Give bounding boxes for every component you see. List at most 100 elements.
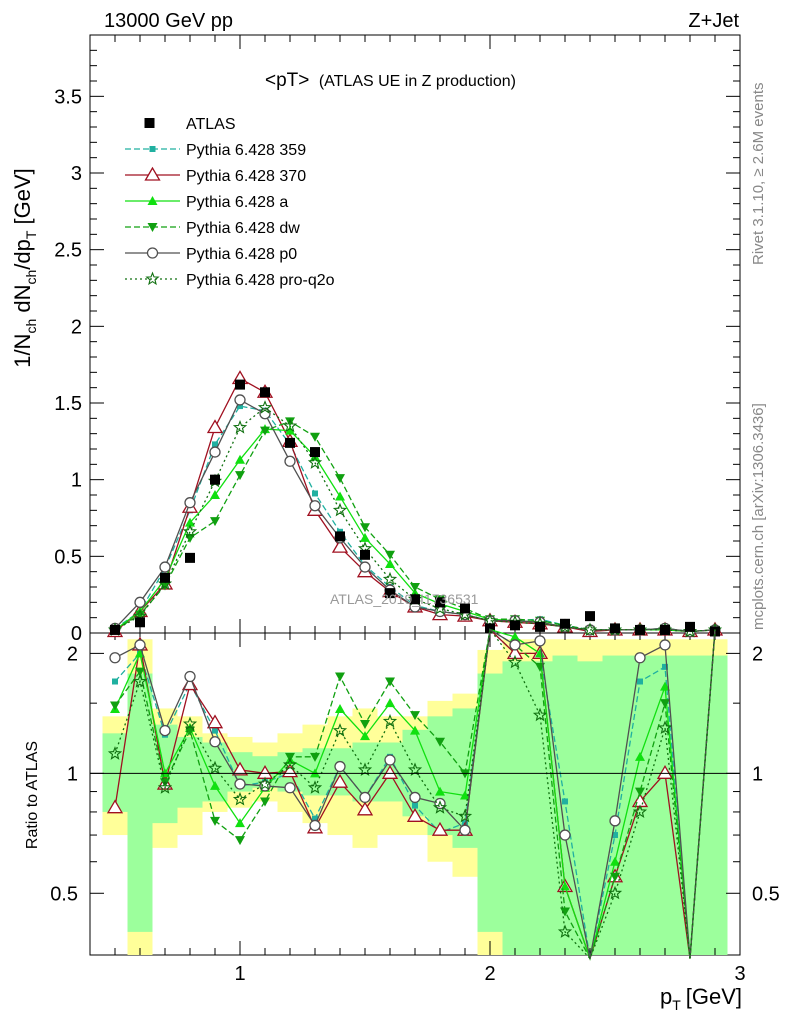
band-inner-bin: [677, 655, 703, 955]
marker-circle: [284, 782, 296, 794]
marker-star: [557, 924, 573, 938]
band-inner-bin: [427, 716, 453, 836]
marker-square: [235, 379, 245, 390]
marker-star: [432, 800, 448, 814]
marker-circle: [159, 561, 171, 573]
marker-star: [407, 762, 423, 777]
marker-star: [332, 502, 348, 517]
main-ytick-label: 0.5: [54, 546, 82, 568]
marker-square: [485, 623, 495, 634]
marker-triangle: [106, 799, 124, 814]
marker-triangle-up: [435, 786, 445, 796]
legend: ATLAS Pythia 6.428 359 Pythia 6.428 370 Pyt…: [125, 116, 335, 289]
marker-triangle-up: [335, 704, 345, 714]
marker-star: [657, 720, 673, 735]
main-series-group: [106, 370, 724, 638]
marker-triangle-up: [360, 532, 370, 542]
marker-square: [562, 798, 568, 805]
marker-star: [182, 716, 198, 730]
ratio-series-pythia-6-428-p0: [109, 628, 716, 959]
main-axis-ticks: 0 0.5 1 1.5 2 2.5 3 3.5: [54, 35, 741, 645]
legend-label: Pythia 6.428 a: [186, 194, 288, 211]
marker-star: [257, 400, 273, 414]
marker-circle: [509, 639, 521, 651]
marker-star: [207, 760, 223, 775]
main-series-atlas-data: [110, 379, 720, 637]
marker-square: [310, 447, 320, 458]
marker-triangle-up: [610, 856, 620, 866]
marker-square: [460, 603, 470, 614]
marker-square: [360, 549, 370, 560]
ylabel-part-2: dN: [10, 285, 35, 319]
marker-square: [210, 474, 220, 485]
xlabel-unit: [GeV]: [686, 984, 742, 1009]
marker-circle: [159, 724, 171, 737]
ratio-ytick-label-right: 1: [752, 763, 763, 785]
marker-star: [145, 271, 160, 286]
marker-triangle-down: [410, 711, 420, 721]
marker-triangle-down: [335, 474, 345, 484]
ratio-series-pythia-6-428-dw: [110, 628, 716, 961]
marker-triangle-up: [510, 631, 520, 641]
main-ytick-label: 1: [71, 470, 82, 492]
marker-star: [182, 524, 198, 538]
marker-square: [412, 802, 418, 809]
marker-square: [635, 624, 645, 635]
ylabel-unit: [GeV]: [10, 168, 35, 230]
marker-star: [282, 757, 298, 771]
marker-square: [385, 588, 395, 599]
marker-triangle-up: [335, 491, 345, 501]
marker-triangle-up: [235, 454, 245, 464]
marker-triangle-down: [235, 471, 245, 481]
marker-triangle: [406, 808, 424, 822]
marker-square: [160, 572, 170, 583]
marker-triangle-down: [260, 426, 270, 436]
marker-triangle-up: [535, 648, 545, 658]
ratio-ytick-label: 2: [67, 643, 78, 665]
ylabel-sub-1: ch: [23, 319, 39, 334]
marker-star: [307, 780, 323, 794]
ratio-axis-ticks: 0.5 0.5 1 1 2 2 1 2 3: [50, 633, 780, 985]
legend-label: Pythia 6.428 370: [186, 168, 306, 185]
legend-item: Pythia 6.428 359: [125, 142, 306, 159]
marker-triangle: [206, 419, 224, 434]
marker-circle: [384, 754, 396, 766]
marker-star: [532, 707, 548, 722]
marker-triangle-down: [435, 737, 445, 747]
marker-triangle: [206, 714, 224, 729]
band-inner-bin: [702, 655, 728, 955]
band-inner-bin: [477, 673, 503, 932]
marker-star: [582, 622, 598, 637]
marker-triangle-up: [410, 725, 420, 735]
marker-square: [610, 623, 620, 634]
xtick-label: 3: [734, 963, 745, 985]
marker-triangle-down: [610, 872, 620, 882]
legend-item: Pythia 6.428 pro-q2o: [125, 271, 335, 289]
marker-triangle-up: [210, 780, 220, 790]
marker-square: [212, 727, 218, 734]
marker-circle: [309, 819, 321, 832]
legend-item: Pythia 6.428 dw: [125, 220, 300, 237]
marker-star: [107, 746, 123, 760]
xtick-label: 2: [484, 963, 495, 985]
marker-star: [332, 723, 348, 737]
marker-triangle-down: [635, 787, 645, 797]
marker-circle: [334, 760, 346, 773]
marker-triangle: [331, 773, 349, 788]
marker-star: [132, 673, 148, 688]
main-ytick-label: 1.5: [54, 393, 82, 415]
marker-triangle-up: [660, 681, 670, 691]
marker-square: [585, 611, 595, 622]
marker-square: [185, 552, 195, 563]
legend-label: Pythia 6.428 pro-q2o: [186, 272, 335, 289]
legend-label: ATLAS: [186, 116, 236, 133]
marker-star: [307, 455, 323, 469]
ylabel-sub-2: ch: [23, 270, 39, 285]
marker-circle: [234, 778, 246, 790]
marker-square: [312, 490, 318, 497]
marker-triangle: [506, 645, 524, 660]
marker-circle: [134, 639, 146, 651]
marker-square: [260, 387, 270, 398]
marker-square: [410, 594, 420, 605]
marker-circle: [634, 652, 646, 664]
